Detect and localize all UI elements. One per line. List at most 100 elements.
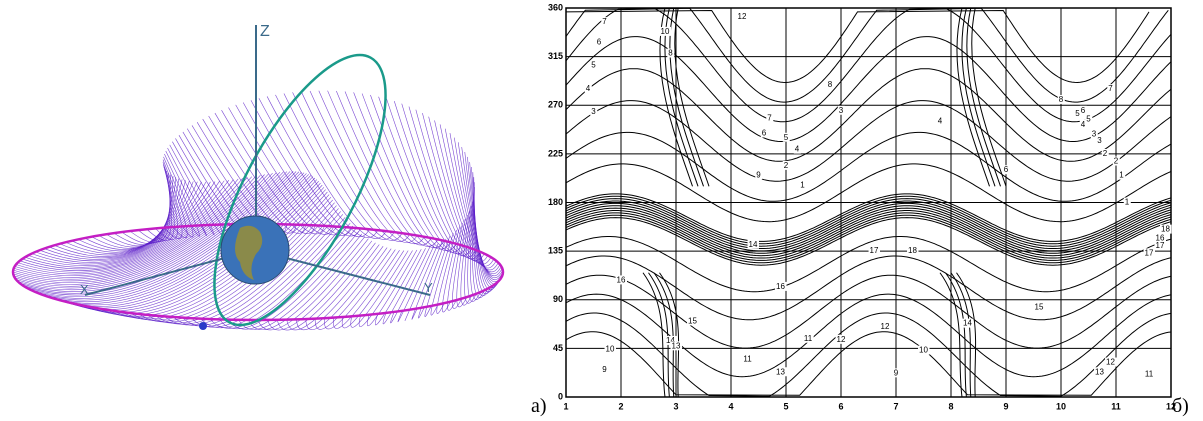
contour-line — [939, 272, 963, 398]
label-bg — [1101, 148, 1109, 158]
mesh-line — [382, 248, 426, 325]
contour-label: 3 — [839, 106, 844, 115]
mesh-line — [17, 171, 288, 291]
mesh-line — [19, 171, 291, 292]
mesh-line — [24, 171, 297, 296]
mesh-line — [208, 115, 307, 234]
contour-line — [565, 207, 1172, 257]
contour-label: 1 — [800, 180, 805, 189]
contour-label: 12 — [1106, 358, 1115, 367]
contour-label: 3 — [591, 107, 596, 116]
contour-label: 5 — [1075, 109, 1080, 118]
contour-line — [971, 7, 1007, 187]
label-bg — [802, 333, 814, 343]
mesh-line — [15, 171, 284, 289]
mesh-line — [155, 208, 339, 325]
mesh-line — [98, 189, 326, 317]
mesh-line — [258, 98, 370, 238]
label-bg — [835, 334, 847, 344]
contour-label: 15 — [1035, 302, 1044, 311]
contour-label: 16 — [617, 275, 626, 284]
contour-label: 13 — [672, 341, 681, 350]
x-tick-label: 10 — [1056, 401, 1066, 411]
contour-label: 17 — [1156, 241, 1165, 250]
mesh-line — [473, 187, 492, 297]
mesh-line — [209, 225, 354, 329]
contour-label: 4 — [1081, 120, 1086, 129]
contour-label: 9 — [756, 171, 761, 180]
label-bg — [1090, 129, 1098, 139]
mesh-line — [13, 172, 277, 285]
contour-label: 10 — [606, 345, 615, 354]
mesh-line — [454, 137, 503, 277]
mesh-line — [300, 91, 410, 242]
mesh-line — [138, 169, 172, 242]
contour-label: 9 — [894, 368, 899, 377]
x-tick-label: 8 — [948, 401, 953, 411]
contour-line — [565, 100, 1172, 182]
mesh-line — [113, 174, 172, 245]
label-bg — [826, 79, 834, 89]
label-bg — [879, 321, 891, 331]
contour-label: 3 — [1092, 130, 1097, 139]
contour-line — [642, 272, 666, 398]
contour-line — [956, 272, 977, 398]
label-bg — [590, 106, 598, 116]
contour-label: 5 — [1086, 114, 1091, 123]
x-tick-label: 6 — [838, 401, 843, 411]
mesh-line — [24, 179, 234, 268]
mesh-line — [473, 182, 495, 295]
contour-label: 12 — [881, 322, 890, 331]
label-bg — [1094, 367, 1106, 377]
contour-line — [565, 163, 1172, 223]
contour-line — [648, 272, 670, 398]
mesh-line — [283, 93, 395, 240]
label-bg — [766, 113, 774, 123]
contour-label: 4 — [938, 117, 943, 126]
mesh-line — [266, 96, 378, 238]
contour-label: 8 — [668, 48, 673, 57]
mesh-line — [434, 120, 497, 269]
mesh-line — [84, 179, 183, 250]
label-bg — [1154, 240, 1166, 250]
x-tick-label: 4 — [728, 401, 733, 411]
mesh-line — [221, 110, 325, 235]
mesh-line — [200, 222, 351, 328]
contour-line — [565, 9, 1150, 84]
contour-label: 13 — [776, 367, 785, 376]
label-bg — [1118, 170, 1126, 180]
contour-line — [565, 236, 1172, 293]
label-bg — [782, 160, 790, 170]
contour-line — [565, 131, 1172, 202]
label-bg — [1002, 165, 1010, 175]
mesh-line — [424, 236, 451, 317]
mesh-line — [13, 175, 261, 278]
mesh-line — [422, 112, 492, 265]
mesh-line — [65, 181, 194, 254]
panel-label: б) — [1172, 395, 1189, 417]
contour-line — [674, 7, 710, 187]
mesh-line — [344, 91, 445, 249]
label-bg — [793, 144, 801, 154]
mesh-line — [456, 214, 468, 308]
contour-line — [653, 272, 675, 398]
contour-label: 10 — [919, 346, 928, 355]
mesh-line — [14, 175, 257, 277]
contour-line — [961, 7, 996, 187]
contour-line — [565, 331, 1172, 396]
mesh-line — [15, 176, 252, 275]
label-bg — [742, 354, 754, 364]
mesh-line — [361, 93, 457, 251]
mesh-line — [408, 106, 485, 261]
contour-line — [565, 7, 1169, 103]
contour-label: 2 — [784, 161, 789, 170]
label-bg — [1079, 105, 1087, 115]
label-bg — [799, 180, 807, 190]
contour-label: 18 — [908, 246, 917, 255]
y-tick-label: 180 — [548, 197, 563, 207]
label-bg — [1123, 197, 1131, 207]
contour-line — [966, 7, 1001, 187]
label-bg — [755, 170, 763, 180]
contour-line — [565, 202, 1172, 252]
mesh-line — [397, 245, 435, 323]
